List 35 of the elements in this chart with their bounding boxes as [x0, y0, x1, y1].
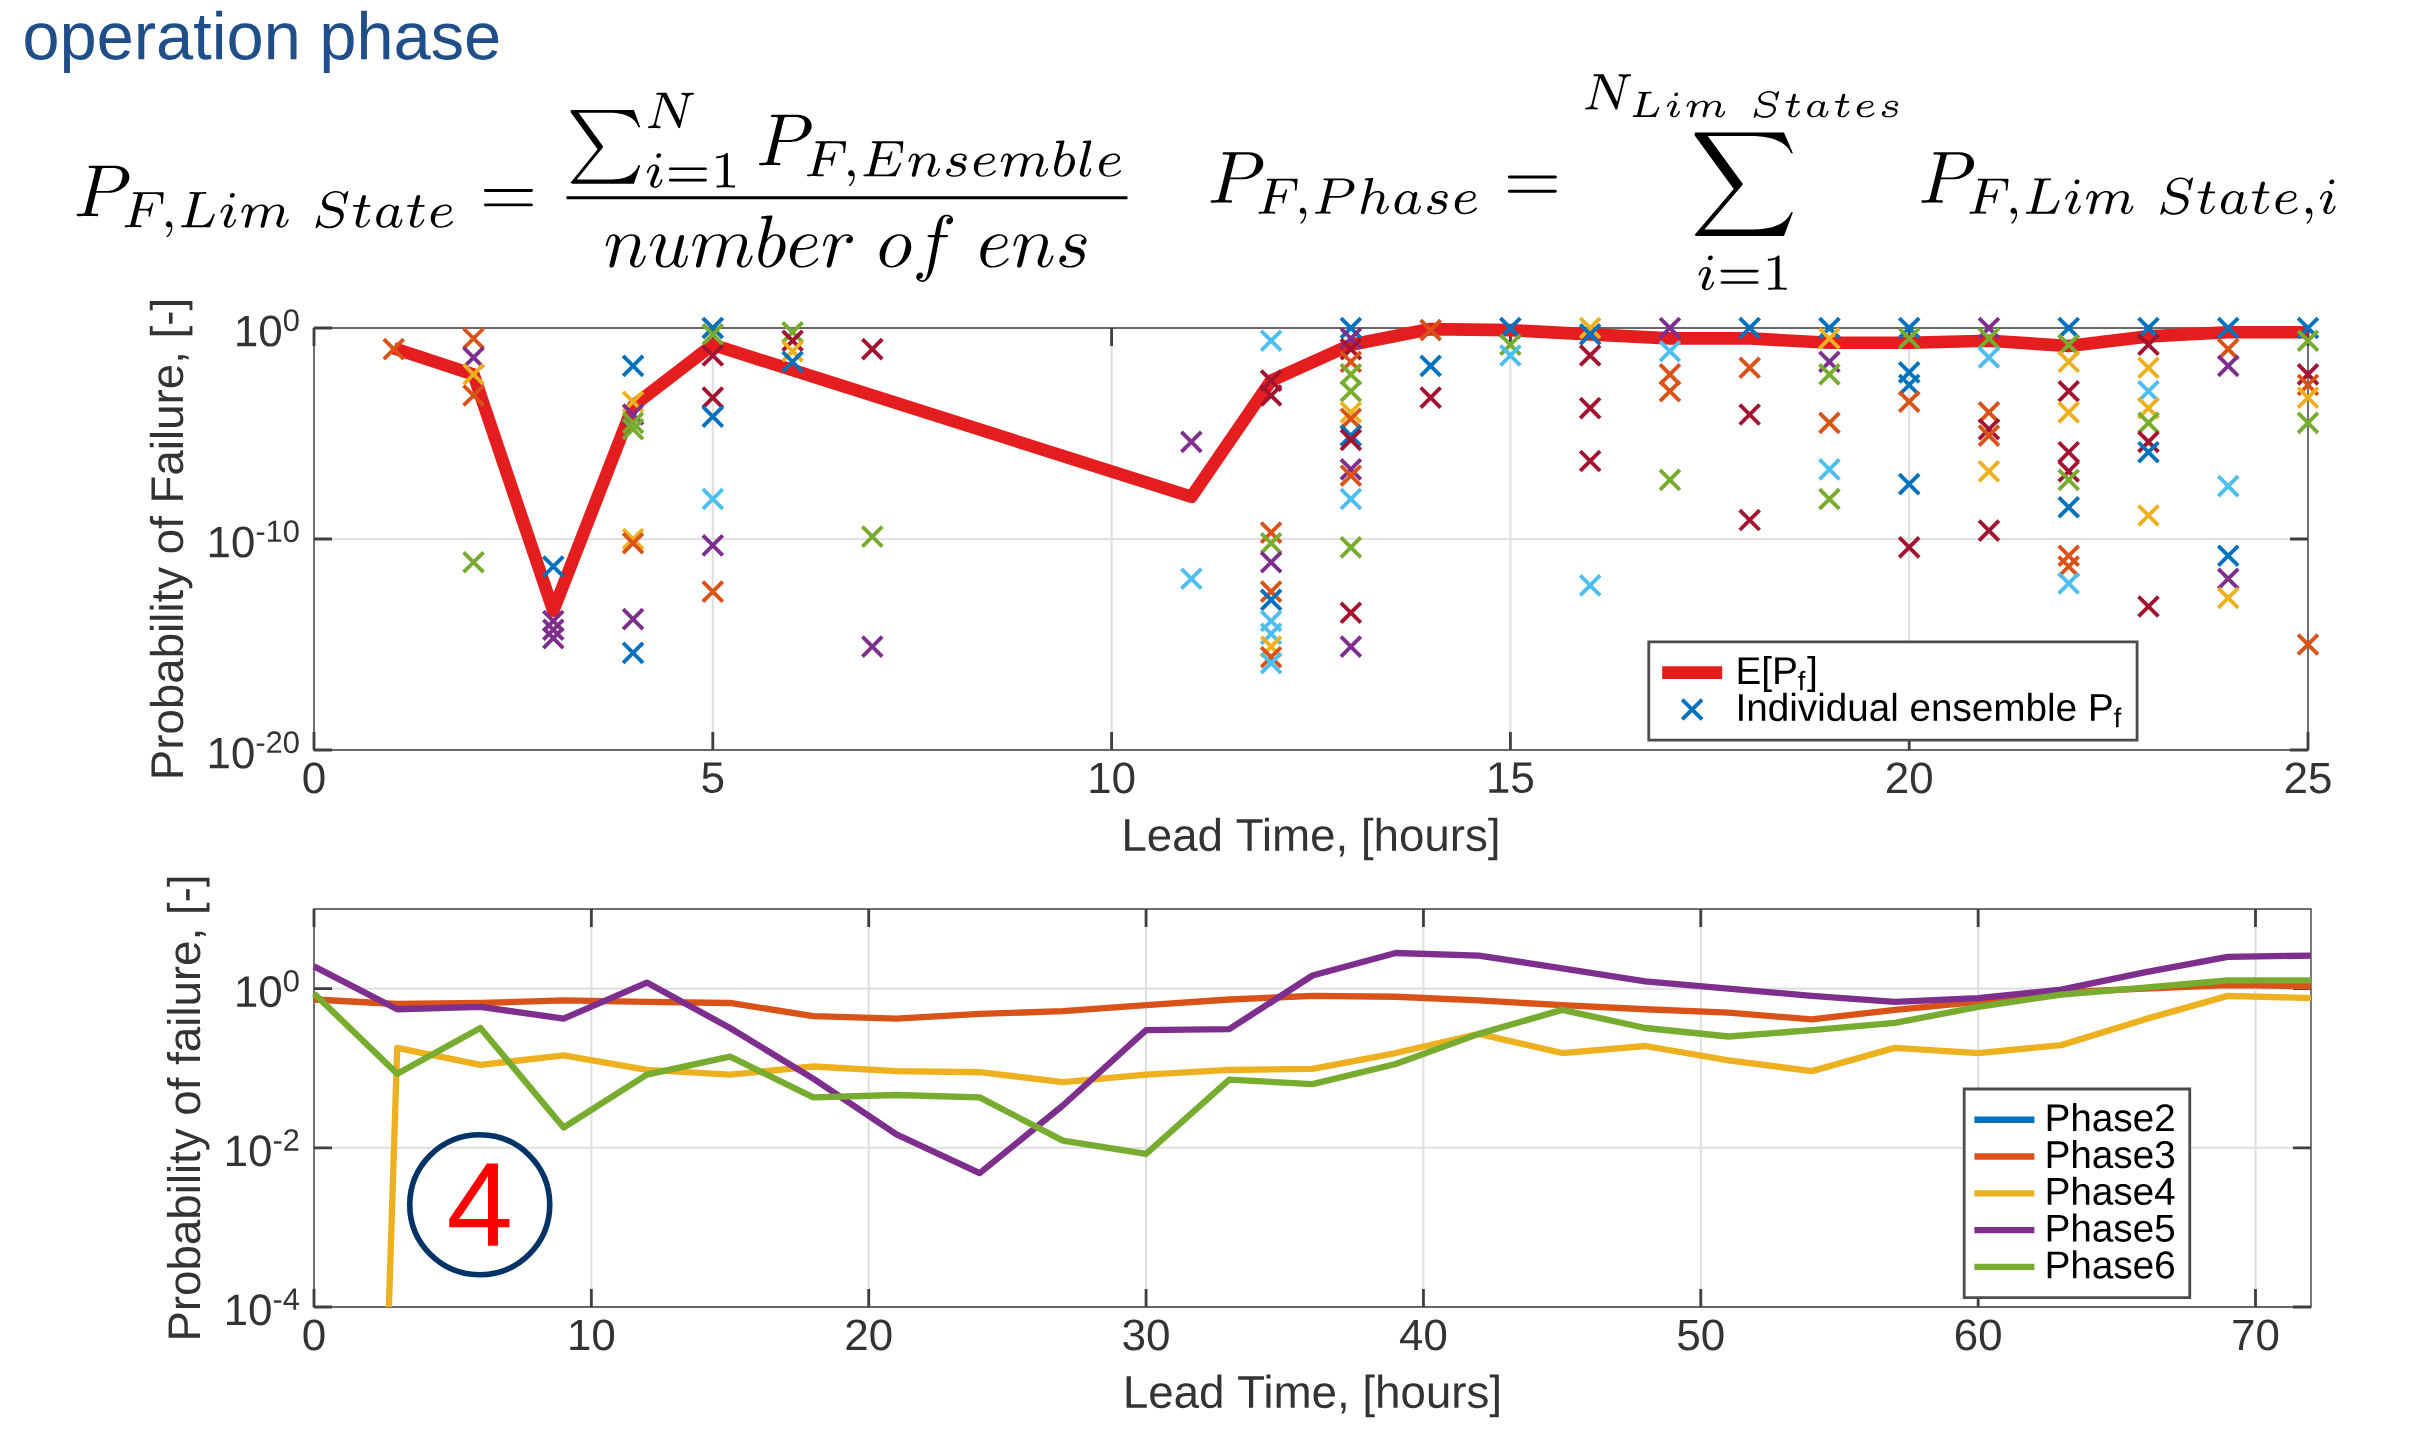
x-tick-label: 0 [303, 762, 325, 794]
annotation: 4 [449, 1163, 510, 1246]
text: operation phase [25, 10, 499, 74]
y-axis-title: Probability of Failure, [-] [149, 301, 193, 777]
legend-label: Phase6 [2047, 1250, 2174, 1279]
x-tick-label: 0 [303, 1319, 325, 1351]
x-tick-label: 50 [1678, 1319, 1724, 1351]
legend-label: E[P$_{f}$] [1738, 656, 1816, 693]
legend-label: Phase2 [2047, 1103, 2174, 1132]
legend-label: Individual ensemble P$_{f}$ [1739, 692, 2122, 728]
y-axis-title: Probability of failure, [-] [166, 877, 210, 1338]
y-tick-label: 10$^{-2}$ [226, 1129, 299, 1167]
x-tick-label: 10 [570, 1319, 615, 1351]
x-axis-title: Lead Time, [hours] [1126, 1374, 1499, 1418]
x-tick-label: 20 [846, 1319, 892, 1351]
x-tick-label: 5 [702, 762, 724, 794]
text: $P_{F,Phase} = \sum_{i=1}^{N_{Lim\ States}} P_{F,Lim\ State,i}$ [1210, 74, 2336, 291]
y-tick-label: 10$^{-20}$ [209, 731, 299, 769]
x-tick-label: 70 [2233, 1319, 2279, 1351]
legend-label: Phase4 [2047, 1176, 2175, 1206]
x-tick-label: 60 [1955, 1319, 2001, 1351]
x-tick-label: 10 [1090, 762, 1135, 794]
x-tick-label: 30 [1123, 1319, 1169, 1351]
x-tick-label: 15 [1489, 762, 1533, 794]
y-tick-label: 10$^{-10}$ [209, 520, 299, 558]
x-tick-label: 20 [1886, 762, 1932, 794]
x-tick-label: 40 [1399, 1319, 1447, 1351]
text: $P_{F,Lim\ State} = \frac{\sum_{i=1}^{N} P_{F,Ensemble}}{number\ of\ ens}$ [76, 92, 1128, 282]
x-axis-title: Lead Time, [hours] [1125, 817, 1498, 861]
y-tick-label: 10$^{-4}$ [226, 1288, 299, 1326]
legend-label: Phase3 [2047, 1139, 2174, 1169]
legend-label: Phase5 [2047, 1213, 2175, 1242]
y-tick-label: 10$^{0}$ [237, 969, 299, 1008]
y-tick-label: 10$^{0}$ [237, 309, 299, 347]
x-tick-label: 25 [2285, 762, 2331, 794]
